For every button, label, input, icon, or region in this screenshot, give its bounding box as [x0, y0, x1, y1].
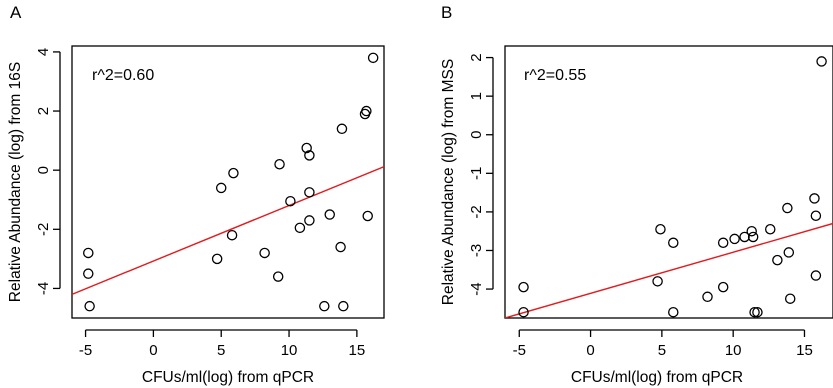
data-point — [717, 281, 729, 293]
x-tick-label: 10 — [281, 342, 298, 359]
data-point — [783, 247, 795, 258]
data-point — [259, 247, 270, 259]
y-tick-label: 4 — [35, 48, 52, 56]
data-point — [361, 105, 372, 117]
data-point — [668, 306, 679, 318]
data-point — [274, 159, 285, 170]
data-point — [336, 123, 348, 135]
data-point — [782, 202, 793, 214]
data-point — [668, 237, 679, 249]
panel-b: -5 0 5 10 15 -4 -3 -2 -1 0 1 2 r^2=0.55 B CFUs/ml(log)… — [440, 3, 833, 386]
regression-line — [505, 222, 833, 318]
data-point — [810, 210, 822, 222]
data-point — [765, 224, 776, 235]
data-point — [304, 150, 315, 161]
x-tick-label: 10 — [725, 342, 742, 359]
panel-label: B — [441, 3, 452, 22]
data-point — [319, 300, 330, 312]
data-point — [324, 209, 335, 220]
y-tick-label: -4 — [468, 282, 485, 295]
y-tick-label: -3 — [468, 244, 485, 257]
x-tick-label: 15 — [796, 342, 813, 359]
x-tick-label: 15 — [349, 342, 366, 359]
data-point — [810, 270, 822, 281]
data-point — [211, 253, 223, 265]
r-squared-annotation: r^2=0.55 — [524, 67, 586, 84]
data-point — [816, 56, 827, 67]
data-point — [285, 195, 296, 207]
plot-frame — [71, 45, 385, 319]
x-axis-title: CFUs/ml(log) from qPCR — [571, 369, 743, 386]
data-point — [272, 271, 284, 282]
data-point — [367, 52, 379, 64]
x-tick-label: 0 — [586, 342, 594, 359]
x-tick-label: -5 — [513, 342, 526, 359]
data-point — [702, 291, 713, 303]
data-point — [655, 224, 666, 235]
y-axis-title: Relative Abundance (log) from MSS — [440, 59, 457, 305]
data-point — [215, 182, 227, 194]
y-tick-label: 0 — [468, 131, 485, 139]
panel-label: A — [10, 3, 22, 22]
data-point — [301, 142, 312, 154]
y-tick-label: -2 — [468, 205, 485, 218]
regression-line — [72, 165, 384, 295]
x-axis-title: CFUs/ml(log) from qPCR — [142, 369, 314, 386]
data-point — [362, 210, 373, 222]
data-point — [335, 241, 346, 253]
y-axis-title: Relative Abundance (log) from 16S — [7, 62, 24, 302]
x-tick-label: 0 — [149, 342, 157, 359]
data-point — [304, 215, 315, 226]
data-point — [83, 247, 94, 259]
data-point — [729, 233, 740, 245]
data-point — [752, 306, 763, 318]
data-point — [772, 254, 783, 266]
data-point — [809, 193, 820, 204]
y-tick-label: -4 — [35, 282, 52, 295]
data-point — [518, 306, 529, 318]
data-point — [84, 300, 95, 312]
y-tick-label: 2 — [35, 107, 52, 115]
panel-a: -5 0 5 10 15 -4 -2 0 2 4 r^2=0.60 A CFUs/ml(log) fro… — [7, 3, 385, 386]
y-tick-label: 0 — [35, 166, 52, 174]
data-point — [304, 187, 315, 198]
data-point — [717, 237, 729, 249]
data-point — [747, 231, 759, 243]
data-point — [652, 276, 663, 287]
data-point — [518, 281, 529, 293]
data-point — [749, 306, 760, 318]
y-tick-label: 1 — [468, 92, 485, 100]
data-point — [294, 222, 306, 234]
x-tick-label: 5 — [658, 342, 666, 359]
y-tick-label: -1 — [468, 167, 485, 180]
x-tick-label: -5 — [79, 342, 92, 359]
data-point — [784, 293, 796, 304]
plot-frame — [504, 45, 833, 319]
data-point — [226, 229, 238, 241]
data-point — [338, 300, 349, 312]
r-squared-annotation: r^2=0.60 — [92, 67, 154, 84]
data-point — [83, 268, 94, 279]
y-tick-label: 2 — [468, 53, 485, 61]
data-point — [228, 167, 239, 179]
data-point — [746, 225, 757, 237]
y-tick-label: -2 — [35, 223, 52, 236]
x-tick-label: 5 — [217, 342, 225, 359]
